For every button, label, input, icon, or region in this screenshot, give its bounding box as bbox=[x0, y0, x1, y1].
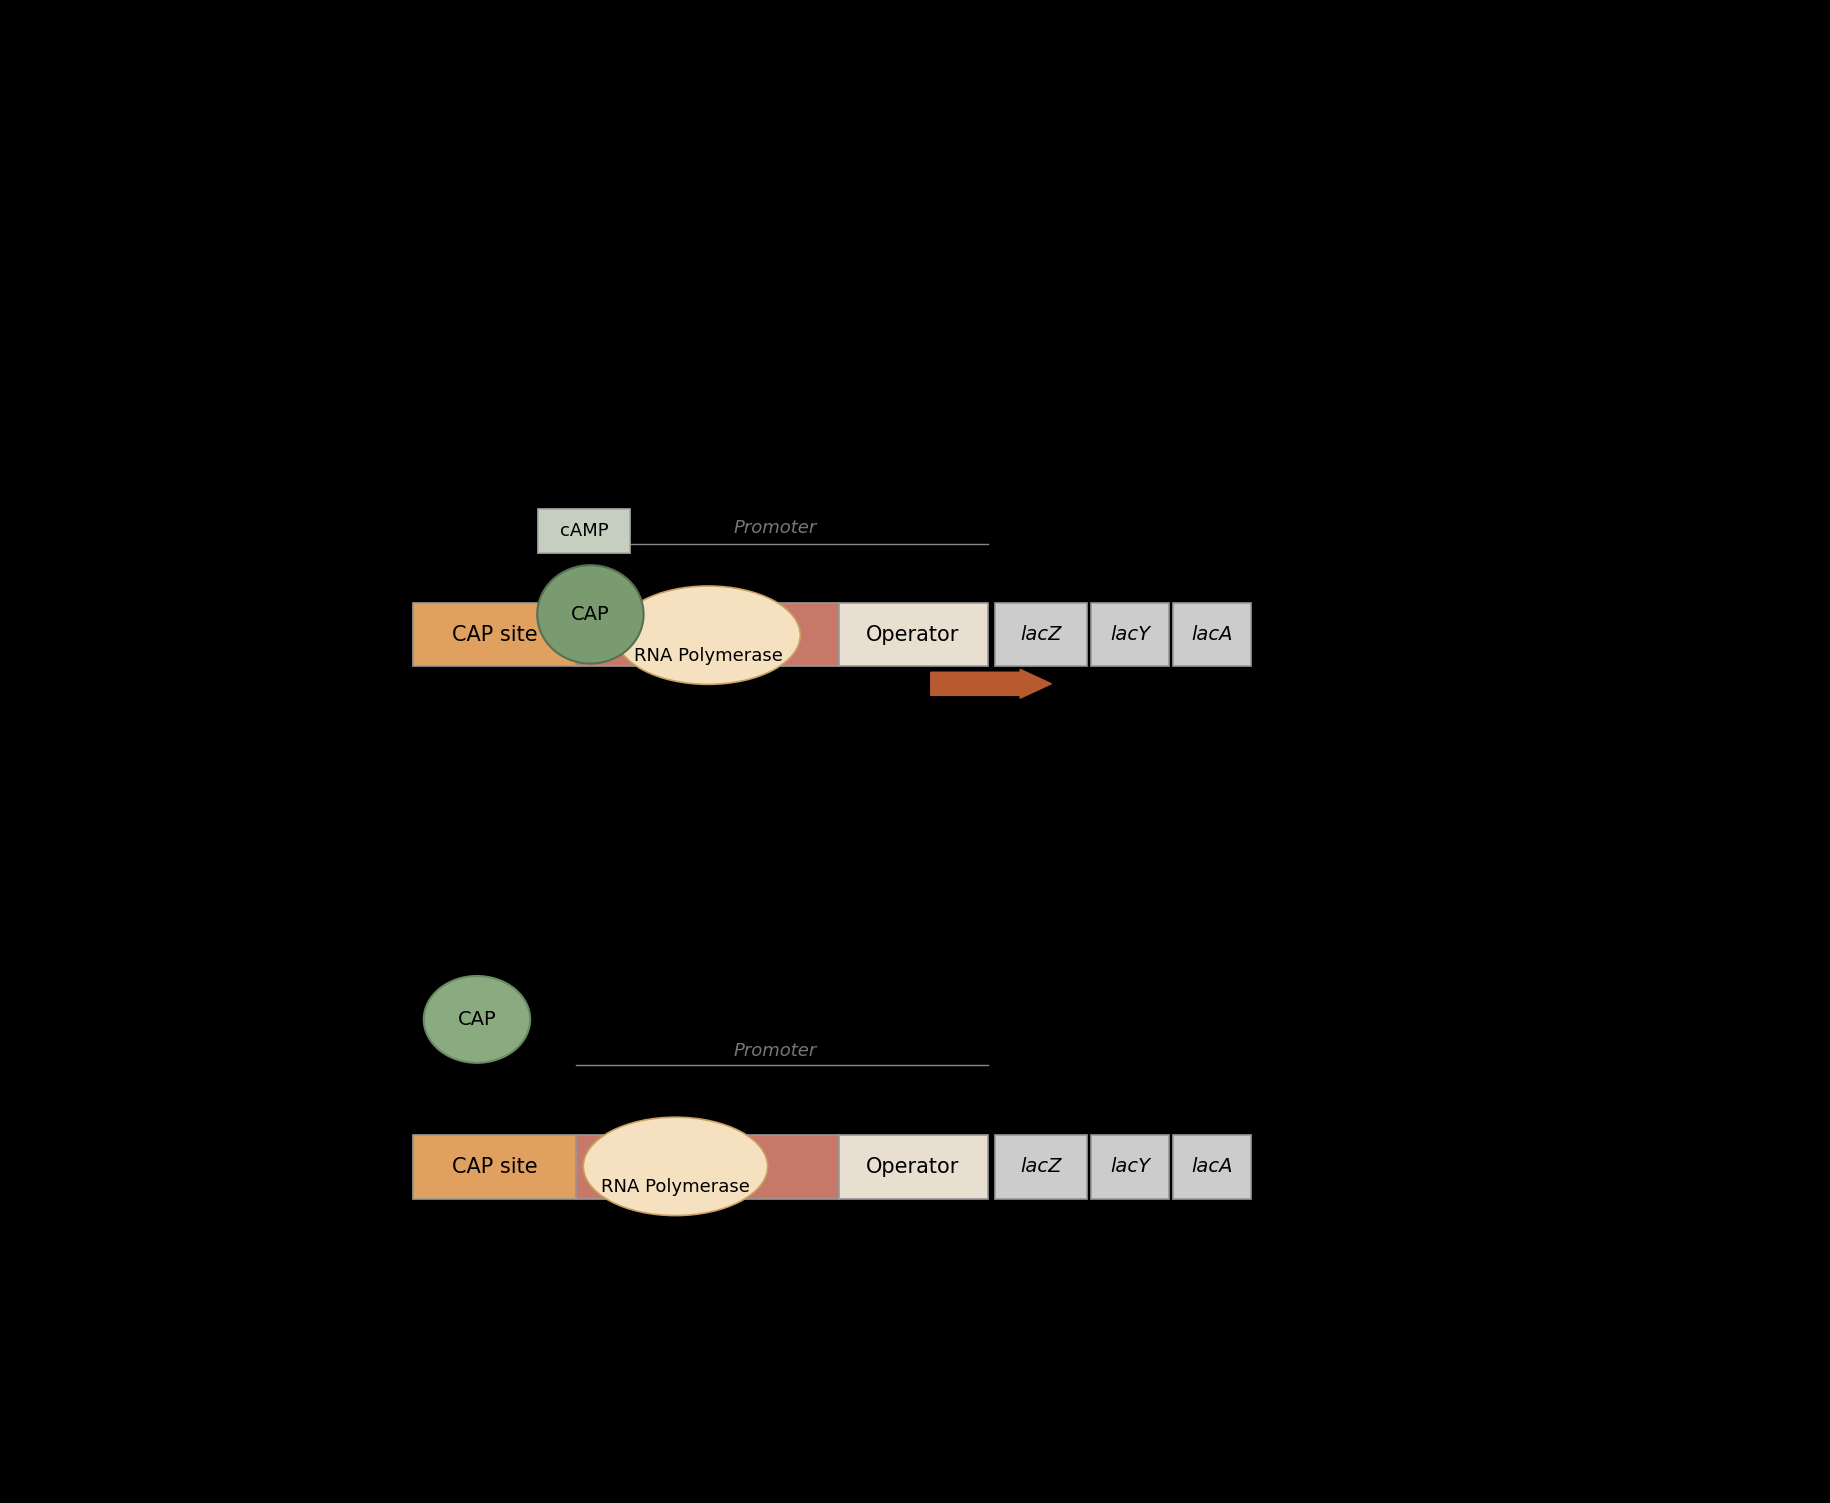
Text: Operator: Operator bbox=[866, 1157, 959, 1177]
Text: cAMP: cAMP bbox=[560, 522, 608, 540]
Text: RNA Polymerase: RNA Polymerase bbox=[600, 1178, 750, 1196]
Text: CAP site: CAP site bbox=[452, 625, 538, 645]
Text: lacY: lacY bbox=[1111, 625, 1149, 645]
Text: CAP site: CAP site bbox=[452, 1157, 538, 1177]
Bar bbox=[1091, 1135, 1169, 1199]
Bar bbox=[538, 510, 630, 553]
Text: lacA: lacA bbox=[1191, 1157, 1233, 1177]
Bar bbox=[838, 1135, 988, 1199]
Bar bbox=[576, 603, 838, 666]
Bar bbox=[414, 1135, 576, 1199]
Text: CAP: CAP bbox=[458, 1010, 496, 1030]
Text: Operator: Operator bbox=[866, 625, 959, 645]
Text: lacA: lacA bbox=[1191, 625, 1233, 645]
Text: CAP: CAP bbox=[571, 604, 609, 624]
Bar bbox=[576, 1135, 838, 1199]
Text: lacY: lacY bbox=[1111, 1157, 1149, 1177]
Text: RNA Polymerase: RNA Polymerase bbox=[633, 646, 783, 664]
Text: Promoter: Promoter bbox=[734, 1042, 816, 1060]
Text: lacZ: lacZ bbox=[1019, 625, 1061, 645]
Bar bbox=[1091, 603, 1169, 666]
Ellipse shape bbox=[617, 586, 800, 684]
Bar bbox=[996, 1135, 1087, 1199]
Bar bbox=[996, 603, 1087, 666]
Bar bbox=[1173, 603, 1252, 666]
FancyArrow shape bbox=[931, 669, 1050, 699]
Text: lacZ: lacZ bbox=[1019, 1157, 1061, 1177]
Text: Promoter: Promoter bbox=[734, 519, 816, 537]
Ellipse shape bbox=[584, 1117, 769, 1216]
Ellipse shape bbox=[538, 565, 644, 663]
Ellipse shape bbox=[425, 975, 531, 1063]
Bar bbox=[838, 603, 988, 666]
Bar bbox=[1173, 1135, 1252, 1199]
Bar bbox=[414, 603, 576, 666]
